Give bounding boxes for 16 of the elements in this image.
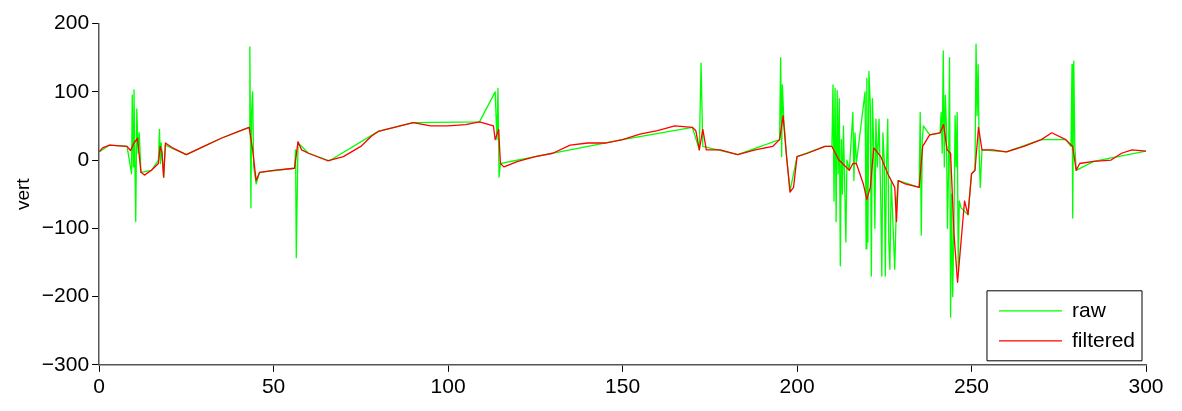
x-tick-label: 100	[430, 374, 466, 398]
y-axis-title: vert	[11, 177, 33, 211]
x-tick-label: 200	[779, 374, 815, 398]
x-tick-label: 300	[1128, 374, 1164, 398]
x-tick-label: 250	[953, 374, 990, 398]
y-tick-label: 0	[77, 146, 90, 170]
y-tick-label: −100	[41, 215, 90, 239]
y-tick-label: 200	[54, 10, 90, 34]
x-tick-label: 50	[261, 374, 286, 398]
y-tick-label: 100	[54, 78, 90, 102]
y-tick-label: −300	[41, 351, 90, 375]
legend-label: filtered	[1071, 327, 1135, 351]
x-tick-label: 150	[605, 374, 641, 398]
y-tick-label: −200	[41, 283, 90, 307]
x-tick-label: 0	[93, 374, 105, 398]
legend-label: raw	[1071, 297, 1107, 321]
